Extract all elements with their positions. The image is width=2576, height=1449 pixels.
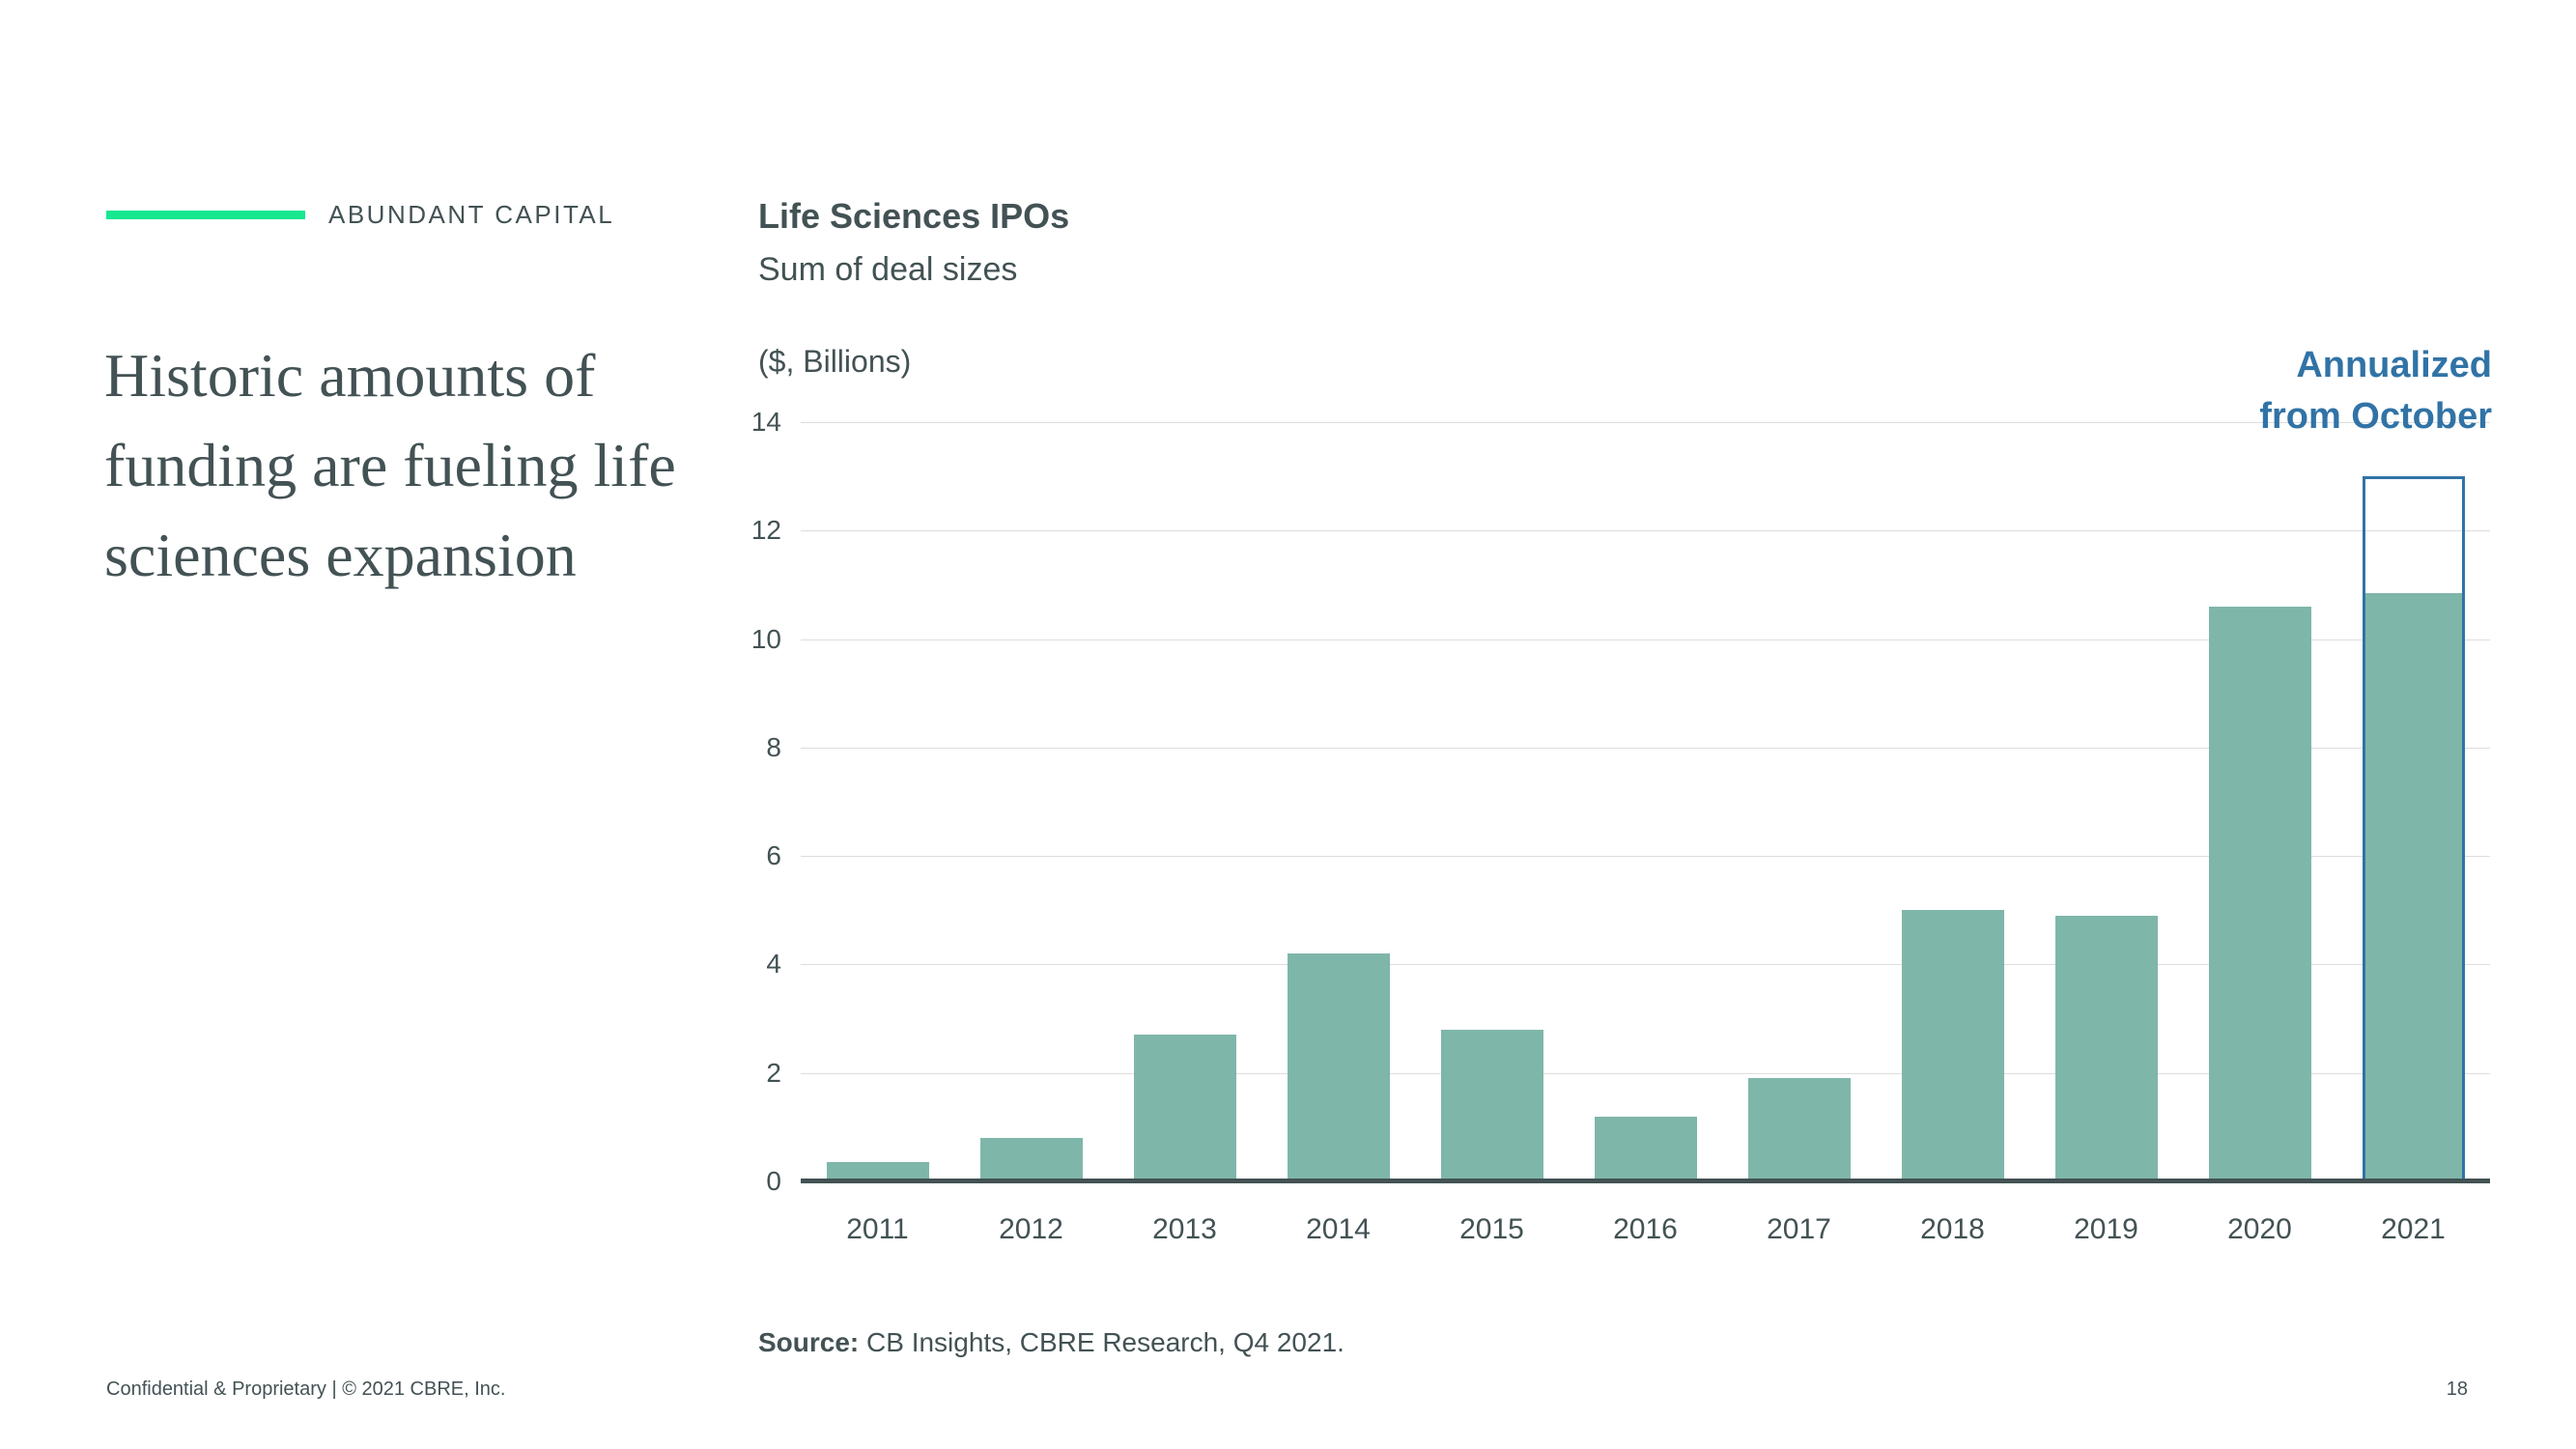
x-axis-tick-label: 2012 [999,1213,1063,1245]
page-number: 18 [2446,1378,2468,1400]
x-axis-tick-label: 2016 [1613,1213,1678,1245]
x-axis-tick-label: 2017 [1767,1213,1831,1245]
x-axis-tick-label: 2014 [1306,1213,1371,1245]
x-axis-tick-label: 2011 [846,1213,909,1245]
bar-2018 [1901,910,2004,1181]
bar-2012 [979,1138,1083,1181]
slide-title-line-1: Historic amounts of [104,341,596,410]
y-axis-tick-label: 6 [766,840,781,871]
annualized-annotation-line-2: from October [2259,396,2492,437]
gridline-y-4 [801,964,2490,966]
gridline-y-8 [801,747,2490,749]
gridline-y-14 [801,422,2490,423]
y-axis-tick-label: 4 [766,949,781,980]
y-axis-tick-label: 14 [750,407,781,437]
slide-title-line-3: sciences expansion [104,521,577,589]
y-axis-tick-label: 12 [750,515,781,546]
gridline-y-12 [801,530,2490,532]
x-axis-tick-label: 2015 [1459,1213,1524,1245]
bar-2013 [1133,1035,1236,1181]
x-axis-tick-label: 2013 [1152,1213,1217,1245]
bar-2019 [2054,915,2158,1181]
bar-2017 [1747,1078,1851,1181]
x-axis-line [801,1179,2490,1183]
slide-title-line-2: funding are fueling life [104,431,676,499]
y-axis-tick-label: 0 [766,1166,781,1196]
bar-2015 [1440,1029,1543,1181]
annualized-annotation-line-1: Annualized [2296,345,2492,385]
y-axis-tick-label: 10 [750,623,781,654]
x-axis-tick-label: 2021 [2381,1213,2446,1245]
x-axis-tick-label: 2020 [2227,1213,2292,1245]
gridline-y-10 [801,639,2490,640]
gridline-y-2 [801,1072,2490,1074]
y-axis-tick-label: 2 [766,1057,781,1088]
footer-confidential: Confidential & Proprietary | © 2021 CBRE… [106,1378,506,1400]
kicker-accent-line [106,211,305,219]
chart-title: Life Sciences IPOs [758,196,1070,236]
annualized-outline-bar [2362,476,2465,1181]
slide-title: Historic amounts of funding are fueling … [104,330,676,600]
bar-2014 [1287,953,1390,1181]
source-label: Source: [758,1327,860,1357]
bar-2011 [826,1162,929,1181]
y-axis-tick-label: 8 [766,731,781,762]
bar-2021 [2362,592,2465,1181]
gridline-y-6 [801,856,2490,858]
chart-subtitle: Sum of deal sizes [758,251,1018,288]
kicker-label: ABUNDANT CAPITAL [328,200,615,229]
bar-2016 [1594,1116,1697,1181]
bar-2020 [2208,606,2311,1181]
bar-chart-plot-area: 0 2 4 6 8 10 12 14 2011 2012 2013 2014 2015 2016 2017 2… [751,407,2490,1245]
source-text: CB Insights, CBRE Research, Q4 2021. [866,1327,1345,1357]
x-axis-tick-label: 2019 [2074,1213,2138,1245]
y-axis-units-label: ($, Billions) [758,344,912,379]
source-note: Source: CB Insights, CBRE Research, Q4 2… [758,1327,1345,1358]
annualized-annotation: Annualized from October [2259,340,2492,442]
x-axis-tick-label: 2018 [1920,1213,1985,1245]
